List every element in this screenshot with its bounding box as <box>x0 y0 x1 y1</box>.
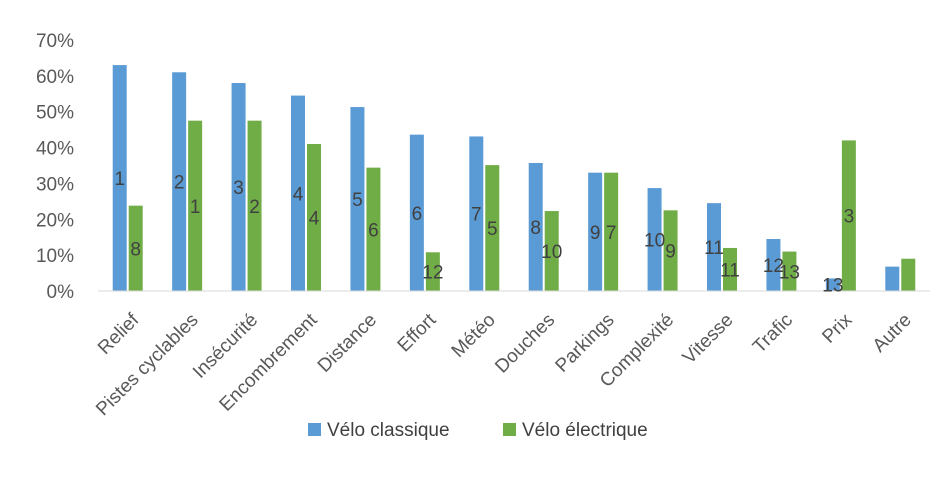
bar-velo-classique <box>885 266 900 291</box>
data-label: 1 <box>114 169 125 190</box>
data-label: 2 <box>249 197 260 218</box>
data-label: 8 <box>130 239 141 260</box>
bar-velo-electrique <box>723 247 737 291</box>
bar-velo-electrique <box>188 120 203 291</box>
bar-velo-electrique <box>425 252 440 291</box>
x-tick-label: Relief <box>94 309 144 359</box>
x-tick-label: Distance <box>314 310 381 377</box>
bar-velo-electrique <box>663 210 678 291</box>
y-tick-label: 70% <box>36 31 74 52</box>
data-label: 10 <box>644 231 665 252</box>
x-tick-label: Vitesse <box>679 310 738 369</box>
bar-velo-classique <box>647 188 662 291</box>
x-tick-label: Prix <box>818 309 856 347</box>
data-label: 8 <box>530 218 541 239</box>
data-label: 6 <box>368 220 379 241</box>
data-label: 10 <box>541 242 562 263</box>
bar-velo-electrique <box>128 205 143 291</box>
bar-velo-electrique <box>901 258 916 291</box>
data-label: 1 <box>190 197 201 218</box>
y-tick-label: 20% <box>36 210 74 231</box>
data-label: 7 <box>471 205 482 226</box>
bar-velo-classique <box>291 95 305 291</box>
bar-velo-classique <box>707 203 721 291</box>
bar-velo-classique <box>172 72 187 292</box>
bar-velo-electrique <box>485 165 500 291</box>
data-label: 7 <box>606 223 617 244</box>
bar-velo-classique <box>469 136 484 291</box>
data-label: 6 <box>412 204 423 225</box>
x-tick-label: Autre <box>869 310 916 357</box>
y-tick-label: 10% <box>36 246 74 267</box>
legend-swatch <box>503 423 516 436</box>
bar-velo-classique <box>588 172 603 291</box>
data-label: 4 <box>309 208 320 229</box>
y-tick-label: 50% <box>36 103 74 124</box>
x-tick-label: Pistes cyclables <box>92 310 202 420</box>
x-tick-label: Trafic <box>749 310 797 358</box>
data-label: 5 <box>487 219 498 240</box>
bar-velo-classique <box>350 107 365 291</box>
data-label: 11 <box>704 238 724 259</box>
data-label: 12 <box>422 263 443 284</box>
x-tick-label: Douches <box>491 310 559 378</box>
data-label: 13 <box>779 262 800 283</box>
bar-velo-classique <box>112 65 127 291</box>
bar-velo-electrique <box>782 251 797 291</box>
bar-velo-electrique <box>604 172 619 291</box>
data-label: 11 <box>720 260 740 281</box>
y-tick-label: 40% <box>36 139 74 160</box>
data-label: 3 <box>844 207 855 228</box>
x-tick-label: Effort <box>394 309 441 356</box>
bars <box>112 65 916 292</box>
x-tick-label: Météo <box>448 310 500 362</box>
data-label: 9 <box>665 242 676 263</box>
legend-label: Vélo électrique <box>522 420 648 441</box>
bar-velo-classique <box>409 134 424 291</box>
y-axis: 0% 10% 20% 30% 40% 50% 60% 70% <box>36 31 74 303</box>
bar-velo-classique <box>528 162 543 291</box>
bar-velo-electrique <box>841 140 856 291</box>
y-tick-label: 60% <box>36 67 74 88</box>
bar-velo-electrique <box>544 211 559 291</box>
bar-velo-classique <box>766 239 781 291</box>
legend: Vélo classique Vélo électrique <box>308 420 648 441</box>
bar-velo-classique <box>231 83 246 292</box>
bar-velo-electrique <box>307 143 321 291</box>
data-label: 13 <box>822 276 843 297</box>
legend-label: Vélo classique <box>327 420 450 441</box>
data-label: 4 <box>293 184 304 205</box>
y-tick-label: 0% <box>47 282 75 303</box>
bar-velo-electrique <box>247 120 262 291</box>
bar-velo-electrique <box>366 167 381 291</box>
data-label: 2 <box>174 173 185 194</box>
data-label: 12 <box>763 256 784 277</box>
data-label: 5 <box>352 190 363 211</box>
data-label: 3 <box>233 178 244 199</box>
legend-swatch <box>308 423 321 436</box>
data-label: 9 <box>590 223 601 244</box>
bar-velo-classique <box>825 278 840 291</box>
y-tick-label: 30% <box>36 174 74 195</box>
